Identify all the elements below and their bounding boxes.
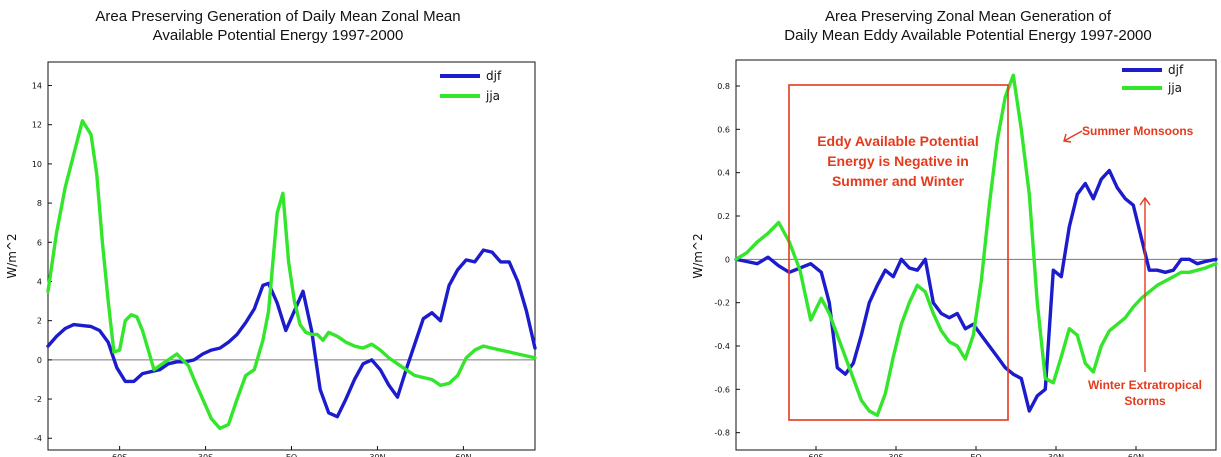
- left-x-tick-label: EQ: [286, 453, 297, 457]
- right-series-jja-line: [734, 73, 1218, 417]
- left-y-tick-label: -2: [34, 395, 42, 404]
- negative-eapa-box: [788, 84, 1009, 421]
- right-chart-panel: Area Preserving Zonal Mean Generation of…: [560, 0, 1221, 457]
- right-y-tick-label: 0: [725, 255, 730, 264]
- right-y-tick-label: -0.8: [714, 429, 730, 438]
- box-annotation-line-3: Summer and Winter: [832, 173, 965, 189]
- right-y-tick-label: -0.6: [714, 385, 730, 394]
- right-legend-djf-label: djf: [1168, 63, 1184, 77]
- box-annotation-line-2: Energy is Negative in: [827, 153, 969, 169]
- right-x-tick-label: EQ: [970, 453, 981, 457]
- left-chart: Area Preserving Generation of Daily Mean…: [5, 8, 537, 457]
- right-y-axis-label: W/m^2: [691, 233, 705, 278]
- right-x-tick-label: 60S: [808, 453, 823, 457]
- left-series-jja-line: [46, 119, 537, 431]
- storms-arrow-head: [1139, 196, 1151, 206]
- left-y-tick-label: 12: [32, 121, 42, 130]
- right-y-tick-label: 0.4: [717, 169, 730, 178]
- left-plot-frame: [47, 61, 536, 451]
- right-x-tick-label: 60N: [1128, 453, 1144, 457]
- right-chart: Area Preserving Zonal Mean Generation of…: [691, 8, 1218, 457]
- left-legend-djf-label: djf: [486, 69, 502, 83]
- left-x-tick-label: 60S: [112, 453, 127, 457]
- right-x-tick-label: 30S: [888, 453, 903, 457]
- right-legend: djf jja: [1122, 63, 1184, 95]
- monsoon-annotation: Summer Monsoons: [1082, 124, 1194, 138]
- left-x-tick-label: 30N: [369, 453, 385, 457]
- right-y-tick-label: 0.6: [717, 125, 730, 134]
- left-y-tick-label: 8: [37, 199, 42, 208]
- left-legend: djf jja: [440, 69, 502, 103]
- right-y-tick-label: -0.4: [714, 342, 730, 351]
- left-x-tick-label: 60N: [455, 453, 471, 457]
- left-y-tick-label: 2: [37, 317, 42, 326]
- left-chart-panel: Area Preserving Generation of Daily Mean…: [0, 0, 560, 457]
- left-legend-jja-label: jja: [485, 89, 500, 103]
- box-annotation-line-1: Eddy Available Potential: [817, 133, 979, 149]
- right-y-tick-label: 0.8: [717, 82, 730, 91]
- left-y-tick-label: 10: [32, 160, 42, 169]
- monsoon-arrow-head: [1063, 133, 1072, 143]
- right-legend-jja-label: jja: [1167, 81, 1182, 95]
- left-y-tick-label: -4: [34, 434, 42, 443]
- left-y-tick-label: 14: [32, 82, 42, 91]
- left-x-tick-label: 30S: [198, 453, 213, 457]
- storms-annotation-line-1: Winter Extratropical: [1088, 378, 1202, 392]
- left-y-axis-label: W/m^2: [5, 233, 19, 278]
- right-series-djf-line: [734, 168, 1218, 413]
- left-chart-title: Area Preserving Generation of Daily Mean…: [95, 8, 460, 25]
- right-y-tick-label: -0.2: [714, 299, 730, 308]
- right-x-tick-label: 30N: [1048, 453, 1064, 457]
- left-chart-subtitle: Available Potential Energy 1997-2000: [153, 27, 404, 44]
- storms-annotation-line-2: Storms: [1124, 394, 1166, 408]
- right-y-tick-label: 0.2: [717, 212, 730, 221]
- monsoon-arrow: [1063, 130, 1083, 142]
- right-chart-subtitle: Daily Mean Eddy Available Potential Ener…: [784, 27, 1151, 44]
- left-series-djf-line: [46, 248, 537, 419]
- left-y-tick-label: 4: [37, 277, 42, 286]
- left-y-tick-label: 0: [37, 356, 42, 365]
- right-chart-title: Area Preserving Zonal Mean Generation of: [825, 8, 1112, 25]
- left-y-tick-label: 6: [37, 238, 42, 247]
